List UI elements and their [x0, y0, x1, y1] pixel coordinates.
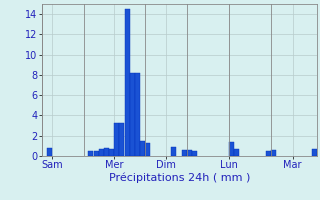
- Bar: [266, 151, 271, 156]
- Bar: [229, 142, 234, 156]
- Bar: [312, 149, 316, 156]
- Bar: [140, 141, 145, 156]
- X-axis label: Précipitations 24h ( mm ): Précipitations 24h ( mm ): [108, 173, 250, 183]
- Bar: [271, 150, 276, 156]
- Bar: [234, 149, 239, 156]
- Bar: [192, 151, 197, 156]
- Bar: [130, 73, 135, 156]
- Bar: [182, 150, 187, 156]
- Bar: [125, 9, 130, 156]
- Bar: [119, 123, 124, 156]
- Bar: [135, 73, 140, 156]
- Bar: [109, 149, 114, 156]
- Bar: [171, 147, 176, 156]
- Bar: [145, 143, 150, 156]
- Bar: [114, 123, 119, 156]
- Bar: [47, 148, 52, 156]
- Bar: [99, 149, 104, 156]
- Bar: [88, 151, 93, 156]
- Bar: [187, 150, 192, 156]
- Bar: [104, 148, 109, 156]
- Bar: [94, 151, 99, 156]
